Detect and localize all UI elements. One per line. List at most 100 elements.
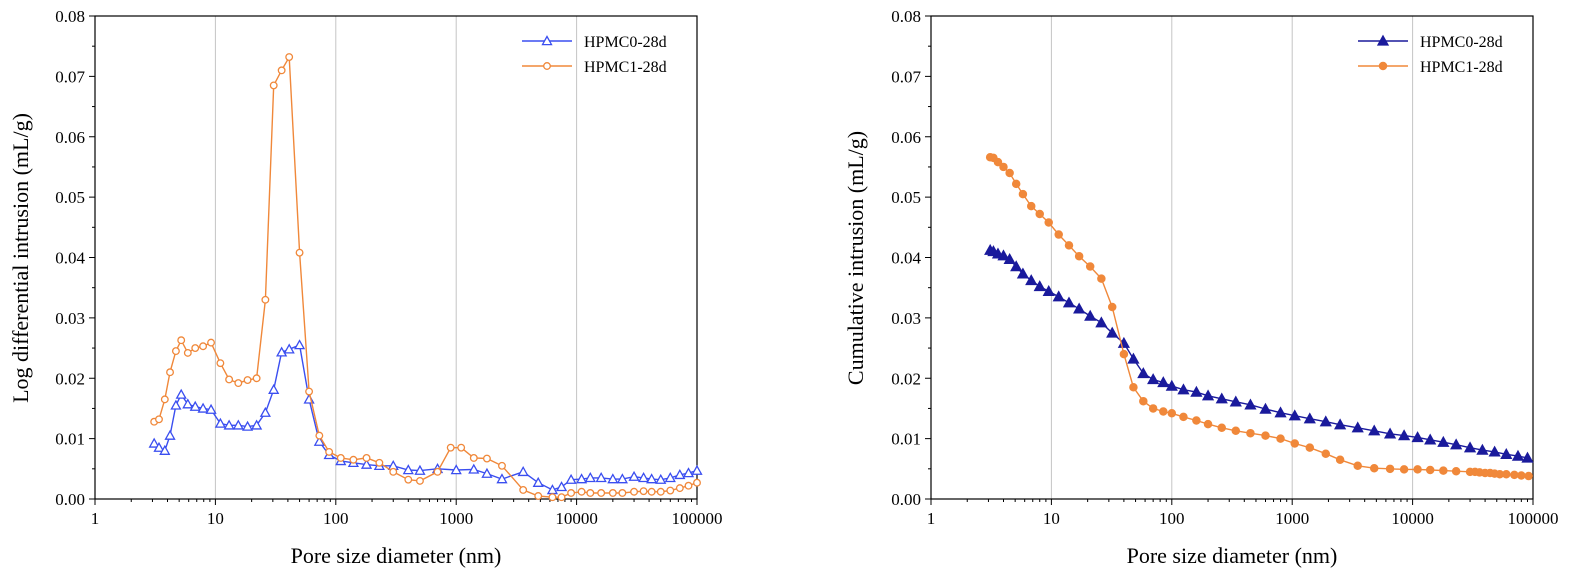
right-plot-frame — [930, 15, 1534, 500]
left-series-hpmc1-28d-point — [285, 53, 294, 62]
right-y-tick-label: 0.01 — [891, 430, 921, 449]
right-y-tick-label: 0.07 — [891, 67, 921, 86]
left-series-hpmc0-28d-point — [646, 473, 658, 484]
right-series-hpmc1-28d-point — [1064, 241, 1074, 250]
left-series-hpmc0-28d-point — [153, 441, 165, 452]
left-series-hpmc0-28d-point — [182, 398, 194, 409]
left-series-hpmc1-28d-point — [325, 447, 334, 456]
left-y-tick-label: 0.06 — [55, 128, 85, 147]
left-series-hpmc1-28d-point — [586, 489, 595, 497]
left-series-hpmc1-28d-point — [519, 485, 528, 494]
left-series-hpmc0-28d-point — [251, 419, 263, 430]
left-series-hpmc1-28d-point — [216, 359, 225, 368]
right-series-hpmc1-28d-point — [1399, 465, 1409, 474]
right-series-hpmc1-28d-point — [1451, 466, 1461, 476]
left-series-hpmc0-28d-point — [628, 470, 640, 481]
left-series-hpmc1-28d-point — [693, 478, 701, 487]
left-series-hpmc1-28d-point — [656, 487, 665, 496]
right-series-hpmc1-28d-point — [1005, 168, 1014, 178]
right-series-hpmc1-28d-point — [1502, 469, 1511, 479]
right-series-hpmc0-28d-point — [1411, 431, 1424, 443]
right-y-tick-label: 0.04 — [891, 249, 921, 268]
right-series-hpmc1-28d-point — [1353, 461, 1362, 471]
left-series-hpmc0-28d-point — [223, 419, 235, 430]
left-legend-marker — [541, 35, 553, 46]
right-series-hpmc1-28d-point — [1231, 426, 1241, 436]
right-series-hpmc1-28d-point — [1321, 449, 1331, 458]
right-x-tick-label: 1000 — [1275, 509, 1309, 528]
left-series-hpmc0-28d-point — [360, 458, 373, 469]
left-series-hpmc1-28d-point — [548, 493, 557, 502]
right-series-hpmc0-28d-line — [989, 249, 1528, 459]
left-series-hpmc1-28d-point — [155, 415, 163, 424]
left-series-hpmc1-28d-point — [315, 431, 324, 440]
right-series-hpmc0-28d-point — [1259, 402, 1272, 414]
left-x-tick-label: 10000 — [555, 509, 598, 528]
right-series-hpmc0-28d-point — [1137, 367, 1150, 379]
right-series-hpmc1-28d-point — [1524, 471, 1533, 481]
left-x-axis-title: Pore size diameter (nm) — [291, 543, 502, 568]
left-series-hpmc0-28d-line — [153, 344, 698, 491]
right-series-hpmc0-28d-point — [1016, 267, 1030, 279]
right-series-hpmc0-28d-point — [1424, 433, 1437, 445]
right-series-hpmc1-28d-point — [1139, 396, 1148, 406]
left-series-hpmc0-28d-point — [232, 419, 244, 430]
right-series-hpmc0-28d-point — [1190, 385, 1203, 397]
left-series-hpmc0-28d-point — [189, 400, 201, 411]
left-series-hpmc0-28d-point — [481, 467, 493, 478]
left-series-hpmc1-28d-point — [349, 455, 358, 464]
right-y-tick-label: 0.02 — [891, 369, 921, 388]
left-series-hpmc1-28d-point — [269, 81, 278, 90]
right-chart-panel: Pore size diameter (nm) Cumulative intru… — [843, 7, 1559, 568]
left-series-hpmc1-28d-point — [684, 481, 693, 490]
left-series-hpmc0-28d-point — [532, 476, 544, 487]
right-y-tick-label: 0.08 — [891, 7, 921, 26]
right-x-tick-label: 10000 — [1391, 509, 1434, 528]
left-series-hpmc0-28d-point — [268, 383, 280, 394]
left-x-tick-label: 100 — [323, 509, 349, 528]
left-series-hpmc0-28d-point — [283, 343, 295, 354]
left-series-hpmc1-28d-point — [416, 476, 424, 485]
left-series-hpmc0-28d-point — [313, 435, 325, 446]
right-legend-marker — [1378, 61, 1388, 71]
right-series-hpmc1-28d-point — [1018, 189, 1028, 199]
left-series-hpmc1-28d-point — [191, 344, 200, 353]
right-x-tick-label: 100 — [1159, 509, 1185, 528]
left-series-hpmc1-28d-point — [207, 338, 215, 347]
right-series-hpmc0-28d-point — [1319, 415, 1332, 427]
left-series-hpmc0-28d-point — [214, 417, 226, 428]
right-series-hpmc1-28d-point — [1413, 465, 1422, 474]
left-series-hpmc0-28d-point — [303, 393, 315, 404]
right-series-hpmc0-28d-point — [1351, 421, 1364, 433]
left-series-hpmc1-28d-point — [567, 489, 576, 497]
left-series-hpmc1-28d-point — [618, 489, 627, 497]
left-series-hpmc1-28d-point — [630, 487, 638, 496]
right-series-hpmc1-28d-point — [1074, 252, 1084, 261]
left-y-tick-label: 0.01 — [55, 430, 85, 449]
left-series-hpmc1-28d-point — [457, 443, 466, 452]
right-series-hpmc0-28d-point — [1368, 424, 1381, 436]
right-x-tick-label: 1 — [927, 509, 936, 528]
left-series-hpmc0-28d-point — [468, 463, 480, 474]
left-series-hpmc1-28d-point — [305, 387, 314, 396]
left-series-hpmc1-28d-point — [225, 375, 234, 384]
right-series-hpmc1-28d-point — [1203, 419, 1213, 429]
right-series-hpmc1-28d-point — [1119, 349, 1129, 359]
left-series-hpmc1-28d-point — [166, 368, 174, 377]
left-y-tick-label: 0.07 — [55, 67, 85, 86]
right-series-hpmc1-28d-point — [1129, 383, 1138, 392]
right-series-hpmc0-28d-point — [1521, 451, 1534, 463]
right-series-hpmc0-28d-point — [1165, 379, 1178, 391]
left-series-hpmc1-28d-point — [336, 453, 345, 462]
right-series-hpmc0-28d-point — [1274, 406, 1287, 418]
left-series-hpmc0-28d-point — [655, 473, 667, 484]
right-series-hpmc1-28d-point — [1369, 463, 1379, 473]
left-series-hpmc1-28d-point — [433, 467, 442, 476]
right-y-tick-label: 0.03 — [891, 309, 921, 328]
left-series-hpmc1-28d-point — [639, 487, 648, 496]
left-legend-marker — [543, 62, 551, 70]
right-series-hpmc0-28d-point — [1500, 447, 1513, 459]
right-series-hpmc1-28d-point — [1044, 218, 1053, 227]
left-series-hpmc0-28d-point — [682, 467, 695, 478]
right-series-hpmc0-28d-point — [1303, 412, 1316, 424]
